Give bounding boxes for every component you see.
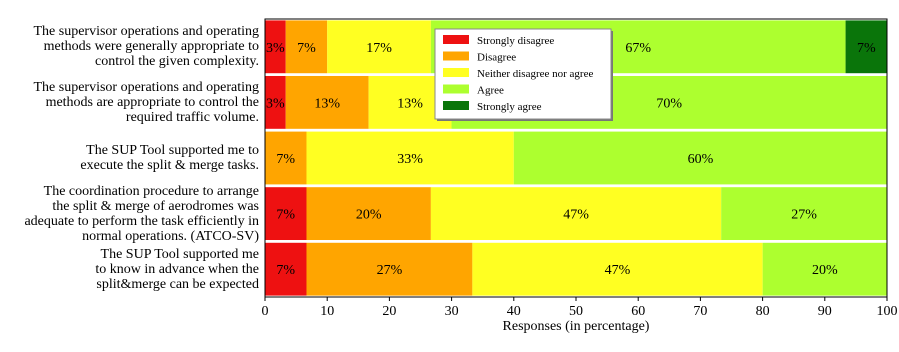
category-label-line: The SUP Tool supported me	[100, 246, 259, 262]
data-label-1-2: 7%	[297, 41, 316, 56]
bar-4-series-2	[306, 187, 431, 241]
category-label-1: The supervisor operations and operating m…	[34, 24, 260, 69]
bar-3-series-3	[306, 131, 514, 185]
data-label-3-3: 33%	[397, 152, 423, 167]
legend-swatch-4	[443, 84, 469, 94]
x-tick-label-40: 40	[507, 304, 521, 319]
data-label-3-4: 60%	[688, 152, 714, 167]
data-label-1-3: 17%	[366, 41, 392, 56]
x-tick-label-60: 60	[631, 304, 645, 319]
bar-1-series-3	[327, 20, 431, 74]
data-label-2-4: 70%	[656, 96, 682, 111]
legend-entry-5: Strongly agree	[477, 101, 542, 113]
legend-entry-1: Strongly disagree	[477, 35, 554, 47]
bar-5-series-2	[306, 242, 473, 296]
bar-4-series-1	[265, 187, 307, 241]
category-label-line: The supervisor operations and operating	[33, 79, 260, 95]
bar-4-series-3	[430, 187, 722, 241]
category-label-line: normal operations. (ATCO-SV)	[82, 228, 259, 244]
x-axis-label: Responses (in percentage)	[503, 319, 650, 334]
legend-swatch-5	[443, 101, 469, 110]
data-label-4-4: 27%	[791, 208, 817, 223]
legend-entry-4: Agree	[477, 85, 504, 97]
category-label-4: The coordination procedure to arrange the…	[24, 184, 259, 244]
data-label-4-3: 47%	[563, 208, 589, 223]
bar-1-series-5	[845, 20, 888, 74]
data-label-5-2: 27%	[377, 263, 403, 278]
category-label-3: The SUP Tool supported me to execute the …	[80, 143, 259, 173]
bar-5-series-1	[265, 242, 307, 296]
legend-entry-3: Neither disagree nor agree	[477, 68, 593, 80]
bar-5-series-3	[472, 242, 763, 296]
legend-swatch-2	[443, 51, 469, 61]
x-tick-label-100: 100	[877, 304, 898, 319]
category-label-line: The SUP Tool supported me to	[86, 143, 259, 158]
category-label-line: required traffic volume.	[125, 109, 259, 125]
x-tick-label-90: 90	[818, 304, 832, 319]
data-label-5-3: 47%	[605, 263, 631, 278]
category-label-2: The supervisor operations and operating m…	[34, 80, 260, 125]
category-label-line: The coordination procedure to arrange	[43, 183, 259, 199]
x-tick-label-30: 30	[445, 304, 459, 319]
category-label-line: to know in advance when the	[95, 261, 259, 277]
x-tick-label-50: 50	[569, 304, 583, 319]
bar-1-series-2	[285, 20, 328, 74]
category-label-line: execute the split & merge tasks.	[80, 158, 259, 173]
category-label-line: control the given complexity.	[95, 54, 259, 70]
x-tick-label-70: 70	[693, 304, 707, 319]
data-label-1-5: 7%	[857, 41, 876, 56]
category-label-line: methods were generally appropriate to	[43, 39, 259, 55]
legend-swatch-3	[443, 68, 469, 77]
bar-3-series-2	[265, 131, 307, 185]
data-label-4-2: 20%	[356, 208, 382, 223]
bar-2-series-1	[265, 75, 286, 129]
category-label-5: The SUP Tool supported me to know in adva…	[95, 247, 259, 292]
x-tick-label-80: 80	[756, 304, 770, 319]
category-label-line: The supervisor operations and operating	[33, 24, 260, 40]
data-label-2-3: 13%	[397, 96, 423, 111]
x-tick-label-10: 10	[320, 304, 334, 319]
bar-3-series-4	[513, 131, 887, 185]
bar-4-series-4	[721, 187, 888, 241]
x-tick-label-20: 20	[382, 304, 396, 319]
category-label-line: the split & merge of aerodromes was	[52, 198, 259, 214]
data-label-5-4: 20%	[812, 263, 838, 278]
data-label-1-1: 3%	[266, 41, 285, 56]
bar-5-series-4	[762, 242, 888, 296]
legend-entry-2: Disagree	[477, 52, 516, 64]
data-label-2-1: 3%	[266, 96, 285, 111]
bar-1-series-1	[265, 20, 286, 74]
category-label-line: split&merge can be expected	[96, 276, 259, 292]
category-label-line: methods are appropriate to control the	[45, 94, 259, 110]
data-label-3-2: 7%	[276, 152, 295, 167]
x-tick-label-0: 0	[262, 304, 269, 319]
data-label-4-1: 7%	[276, 208, 295, 223]
legend-swatch-1	[443, 35, 469, 44]
data-label-2-2: 13%	[314, 96, 340, 111]
category-label-line: adequate to perform the task efficiently…	[24, 213, 259, 229]
bar-2-series-2	[285, 75, 369, 129]
data-label-1-4: 67%	[625, 41, 651, 56]
data-label-5-1: 7%	[276, 263, 295, 278]
